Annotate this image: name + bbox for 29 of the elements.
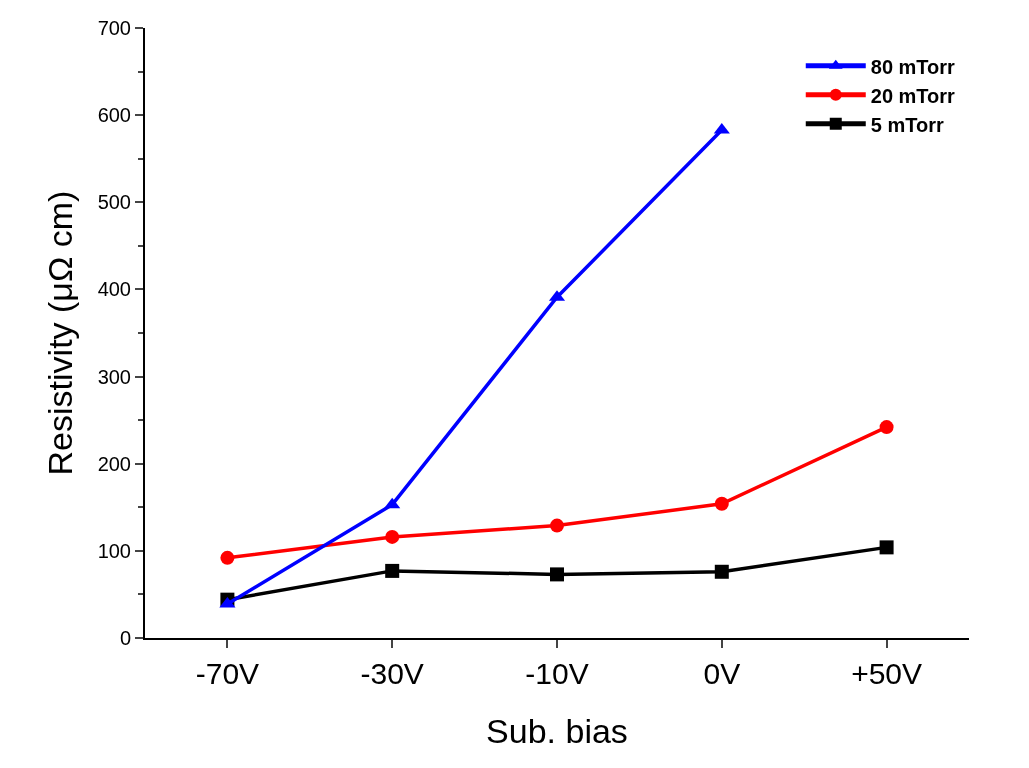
x-tick-label: -70V [195, 657, 260, 690]
y-tick-label: 400 [97, 278, 131, 301]
y-tick-label: 600 [97, 104, 131, 127]
point [713, 122, 730, 134]
point [714, 496, 729, 511]
x-tick-label: -30V [360, 657, 424, 690]
y-tick-label: 200 [97, 452, 131, 475]
point [714, 564, 729, 579]
point [879, 420, 894, 435]
legend-label: 5 mTorr [870, 113, 944, 136]
y-tick-label: 500 [97, 191, 131, 214]
y-tick-label: 700 [97, 17, 131, 39]
point [384, 497, 401, 509]
x-tick-label: +50V [851, 657, 923, 690]
y-tick-label: 100 [97, 539, 131, 562]
y-tick-label: 0 [119, 627, 131, 649]
point [550, 567, 564, 582]
y-tick-label: 300 [97, 365, 131, 388]
point [550, 518, 564, 533]
point [385, 529, 400, 544]
x-tick-label: 0V [703, 657, 741, 690]
legend-label: 20 mTorr [870, 84, 956, 107]
y-axis-title: Resistivity (μΩ cm) [40, 190, 79, 476]
x-axis-title: Sub. bias [486, 711, 628, 750]
x-tick-label: -10V [525, 657, 589, 690]
point [220, 550, 235, 565]
legend-label: 80 mTorr [870, 55, 956, 78]
point [879, 540, 894, 555]
point [385, 563, 400, 578]
